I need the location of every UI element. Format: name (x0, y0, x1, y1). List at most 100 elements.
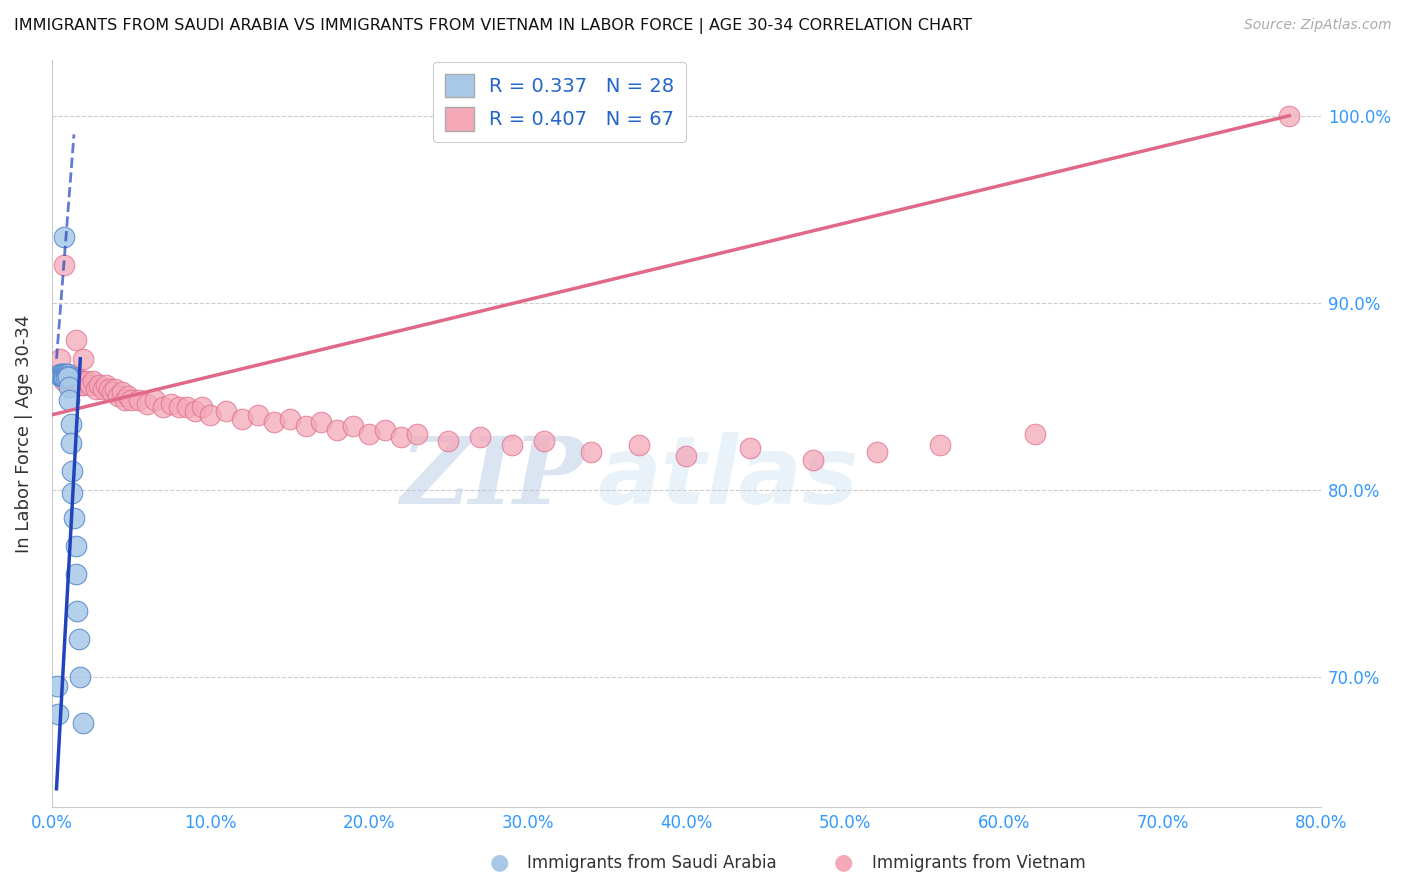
Point (69, 378, 91, 392)
Point (247, 408, 270, 422)
Point (866, 445, 889, 459)
Point (56, 370, 79, 384)
Point (60, 370, 83, 384)
Point (627, 438, 650, 452)
Point (468, 430, 491, 444)
Point (55, 368, 77, 383)
Point (107, 389, 129, 403)
Point (59, 435, 82, 450)
Point (97, 382, 120, 396)
Point (46, 706, 69, 721)
Point (82, 374, 104, 388)
Point (56, 367, 79, 381)
Point (56, 374, 79, 388)
Point (56, 367, 79, 381)
Point (48, 351, 70, 366)
Point (294, 419, 316, 434)
Point (53, 374, 76, 388)
Point (58, 370, 80, 384)
Point (136, 396, 159, 410)
Text: Source: ZipAtlas.com: Source: ZipAtlas.com (1244, 18, 1392, 32)
Point (326, 423, 349, 437)
Point (48, 368, 70, 383)
Point (69, 669, 91, 683)
Point (104, 382, 127, 396)
Point (501, 438, 523, 452)
Point (533, 434, 555, 448)
Point (231, 411, 253, 425)
Point (437, 434, 460, 448)
Point (58, 380, 80, 394)
Text: ●: ● (489, 853, 509, 872)
Point (65, 539, 87, 553)
Point (55, 370, 77, 384)
Point (72, 378, 94, 392)
Point (143, 392, 166, 407)
Point (65, 333, 87, 347)
Point (53, 367, 76, 381)
Text: Immigrants from Saudi Arabia: Immigrants from Saudi Arabia (527, 854, 778, 871)
Point (53, 230, 76, 244)
Point (51, 367, 73, 381)
Point (929, 438, 952, 452)
Point (76, 374, 98, 388)
Point (60, 464, 83, 478)
Point (53, 368, 76, 383)
Point (311, 415, 333, 429)
Point (1278, 109, 1301, 123)
Point (389, 430, 412, 444)
Point (52, 367, 75, 381)
Point (374, 423, 396, 437)
Point (70, 374, 93, 388)
Point (183, 404, 205, 418)
Point (67, 632, 90, 647)
Point (110, 385, 132, 400)
Point (128, 392, 150, 407)
Point (152, 401, 174, 415)
Point (53, 258, 76, 272)
Point (63, 510, 86, 524)
Point (215, 404, 238, 418)
Point (60, 486, 83, 500)
Point (79, 378, 101, 392)
Point (67, 374, 90, 388)
Legend: R = 0.337   N = 28, R = 0.407   N = 67: R = 0.337 N = 28, R = 0.407 N = 67 (433, 62, 686, 143)
Point (176, 401, 198, 415)
Point (579, 445, 602, 459)
Y-axis label: In Labor Force | Age 30-34: In Labor Force | Age 30-34 (15, 314, 32, 553)
Point (101, 385, 124, 400)
Point (1024, 426, 1046, 441)
Point (84, 382, 107, 396)
Text: ZIP: ZIP (401, 434, 585, 524)
Point (114, 392, 136, 407)
Text: Immigrants from Vietnam: Immigrants from Vietnam (872, 854, 1085, 871)
Point (278, 411, 301, 425)
Point (342, 419, 364, 434)
Point (89, 378, 111, 392)
Point (65, 378, 87, 392)
Point (72, 351, 94, 366)
Point (56, 368, 79, 383)
Point (52, 367, 75, 381)
Point (52, 370, 75, 384)
Point (159, 396, 181, 410)
Point (359, 426, 381, 441)
Point (91, 382, 114, 396)
Point (53, 370, 76, 384)
Point (58, 392, 80, 407)
Text: IMMIGRANTS FROM SAUDI ARABIA VS IMMIGRANTS FROM VIETNAM IN LABOR FORCE | AGE 30-: IMMIGRANTS FROM SAUDI ARABIA VS IMMIGRAN… (14, 18, 972, 34)
Point (120, 392, 142, 407)
Point (66, 370, 89, 384)
Point (405, 426, 427, 441)
Point (59, 374, 82, 388)
Point (738, 442, 761, 456)
Point (117, 389, 139, 403)
Point (59, 417, 82, 432)
Point (72, 716, 94, 731)
Point (191, 401, 214, 415)
Point (55, 367, 77, 381)
Point (801, 452, 824, 467)
Point (675, 449, 697, 463)
Text: atlas: atlas (598, 433, 859, 524)
Point (65, 566, 87, 581)
